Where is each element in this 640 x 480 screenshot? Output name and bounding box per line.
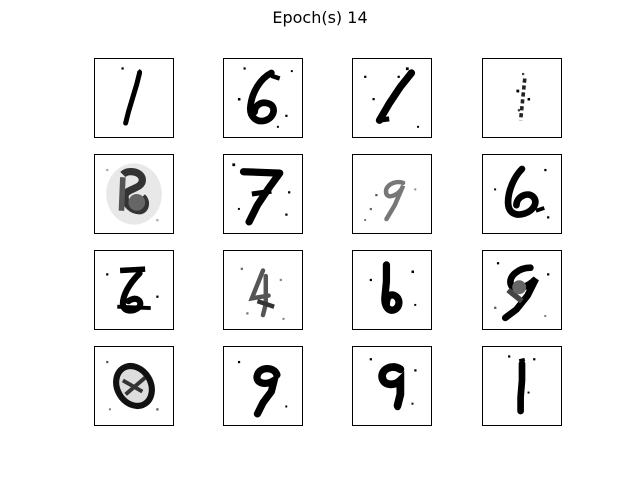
digit-image [237,67,293,128]
digit-image [106,163,162,225]
sample-tile [94,346,174,426]
digit-image [369,261,417,314]
sample-tile [482,250,562,330]
digit-image [106,266,159,314]
digit-image [240,267,285,320]
sample-tile [352,250,432,330]
sample-tile [223,250,303,330]
sample-tile [94,58,174,138]
digit-image [494,262,550,322]
sample-tile [482,346,562,426]
digit-image [364,179,417,222]
digit-image [516,72,531,121]
sample-tile [352,154,432,234]
sample-tile [223,154,303,234]
sample-tile [223,346,303,426]
digit-image [232,163,291,226]
sample-tile [482,58,562,138]
digit-image [369,358,417,411]
sample-tile [223,58,303,138]
sample-tile [482,154,562,234]
sample-tile [352,58,432,138]
digit-image [237,360,288,418]
digit-image [121,67,143,126]
digit-image [494,165,550,219]
sample-tile [352,346,432,426]
digit-image [364,67,420,128]
sample-tile [94,250,174,330]
digit-image [508,355,536,415]
sample-tile [94,154,174,234]
figure-title: Epoch(s) 14 [272,8,368,27]
digit-image [106,360,159,411]
